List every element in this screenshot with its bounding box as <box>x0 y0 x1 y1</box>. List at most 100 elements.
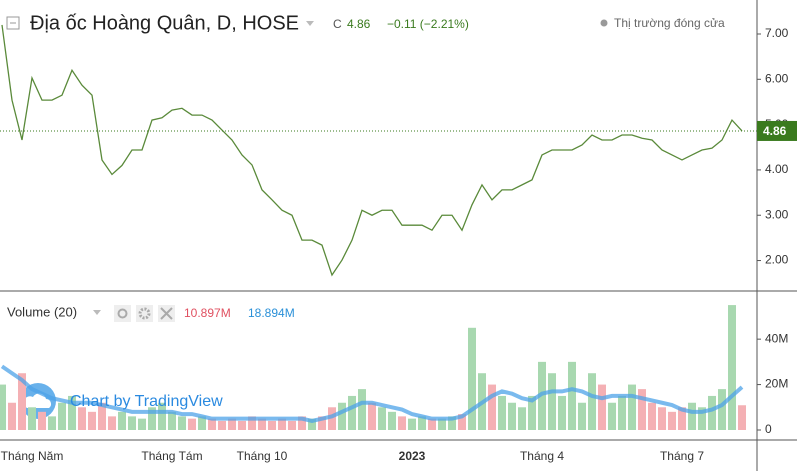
volume-bar <box>688 402 696 430</box>
volume-bar <box>318 416 326 430</box>
volume-bar <box>468 327 476 430</box>
last-price-label: 4.86 <box>763 124 787 138</box>
volume-bar <box>348 395 356 430</box>
volume-bar <box>428 418 436 430</box>
volume-bar <box>268 420 276 430</box>
volume-bar <box>618 395 626 430</box>
volume-bar <box>98 402 106 430</box>
volume-bar <box>438 418 446 430</box>
volume-bar <box>108 416 116 430</box>
market-status: Thị trường đóng cửa <box>614 16 725 30</box>
volume-bar <box>228 418 236 430</box>
ohlc-label: C <box>333 17 342 31</box>
volume-bar <box>58 402 66 430</box>
x-tick-label: Tháng Năm <box>1 449 64 463</box>
volume-bar <box>518 407 526 430</box>
volume-bar <box>238 420 246 430</box>
change-value: −0.11 (−2.21%) <box>387 17 469 31</box>
volume-bar <box>408 418 416 430</box>
volume-bar <box>38 411 46 430</box>
volume-bar <box>118 411 126 430</box>
volume-bar <box>308 418 316 430</box>
volume-bar <box>168 411 176 430</box>
volume-bar <box>728 305 736 430</box>
volume-bar <box>378 407 386 430</box>
volume-bar <box>68 395 76 430</box>
volume-bar <box>528 395 536 430</box>
volume-bar <box>358 389 366 430</box>
volume-bar <box>88 411 96 430</box>
volume-bar <box>258 418 266 430</box>
volume-bar <box>158 402 166 430</box>
title-dropdown[interactable] <box>306 21 314 26</box>
volume-bar <box>368 402 376 430</box>
volume-bar <box>698 407 706 430</box>
volume-bar <box>458 414 466 430</box>
remove-icon <box>160 307 173 320</box>
visibility-button[interactable] <box>114 305 131 322</box>
volume-bar <box>708 395 716 430</box>
volume-dropdown[interactable] <box>93 310 101 315</box>
volume-bar <box>298 416 306 430</box>
gear-icon <box>138 307 151 320</box>
volume-bar <box>208 418 216 430</box>
x-tick-label: Tháng 7 <box>660 449 704 463</box>
volume-bar <box>578 402 586 430</box>
volume-bar <box>558 395 566 430</box>
volume-bar <box>0 384 6 430</box>
volume-bar <box>718 389 726 430</box>
volume-bar <box>138 418 146 430</box>
watermark-text: Chart by TradingView <box>70 393 223 410</box>
volume-bar <box>508 402 516 430</box>
volume-bar <box>178 416 186 430</box>
volume-bar <box>28 407 36 430</box>
volume-bar <box>388 411 396 430</box>
close-value: 4.86 <box>347 17 371 31</box>
volume-bar <box>328 407 336 430</box>
volume-bar <box>398 416 406 430</box>
volume-bar <box>648 402 656 430</box>
volume-bar <box>128 416 136 430</box>
volume-bar <box>338 402 346 430</box>
x-tick-label: Tháng 4 <box>520 449 564 463</box>
volume-bar <box>8 402 16 430</box>
volume-bar <box>48 416 56 430</box>
volume-value: 10.897M <box>184 306 231 320</box>
ma-value: 18.894M <box>248 306 295 320</box>
volume-bar <box>278 418 286 430</box>
y-tick-label: 0 <box>765 422 772 436</box>
volume-ma-line <box>0 364 744 423</box>
volume-bar <box>198 416 206 430</box>
volume-bar <box>608 402 616 430</box>
volume-bar <box>588 373 596 430</box>
volume-bar <box>738 405 746 430</box>
volume-bar <box>18 373 26 430</box>
volume-bar <box>418 416 426 430</box>
volume-bar <box>448 416 456 430</box>
y-tick-label: 20M <box>765 377 788 391</box>
volume-bar <box>498 395 506 430</box>
volume-bar <box>628 384 636 430</box>
symbol-title: Địa ốc Hoàng Quân, D, HOSE <box>30 12 299 34</box>
y-tick-label: 4.00 <box>765 162 789 176</box>
volume-bar <box>488 384 496 430</box>
volume-bar <box>548 373 556 430</box>
volume-bar <box>638 389 646 430</box>
volume-bar <box>598 384 606 430</box>
y-tick-label: 2.00 <box>765 253 789 267</box>
volume-bar <box>288 420 296 430</box>
watermark-cloud <box>23 393 51 408</box>
volume-bar <box>248 416 256 430</box>
status-dot <box>600 19 608 27</box>
y-tick-label: 6.00 <box>765 71 789 85</box>
volume-bar <box>218 420 226 430</box>
volume-bar <box>148 407 156 430</box>
y-tick-label: 40M <box>765 331 788 345</box>
volume-bar <box>658 407 666 430</box>
settings-button[interactable] <box>136 305 153 322</box>
price-line <box>1 24 743 277</box>
x-tick-label: Tháng 10 <box>237 449 288 463</box>
y-tick-label: 7.00 <box>765 26 789 40</box>
